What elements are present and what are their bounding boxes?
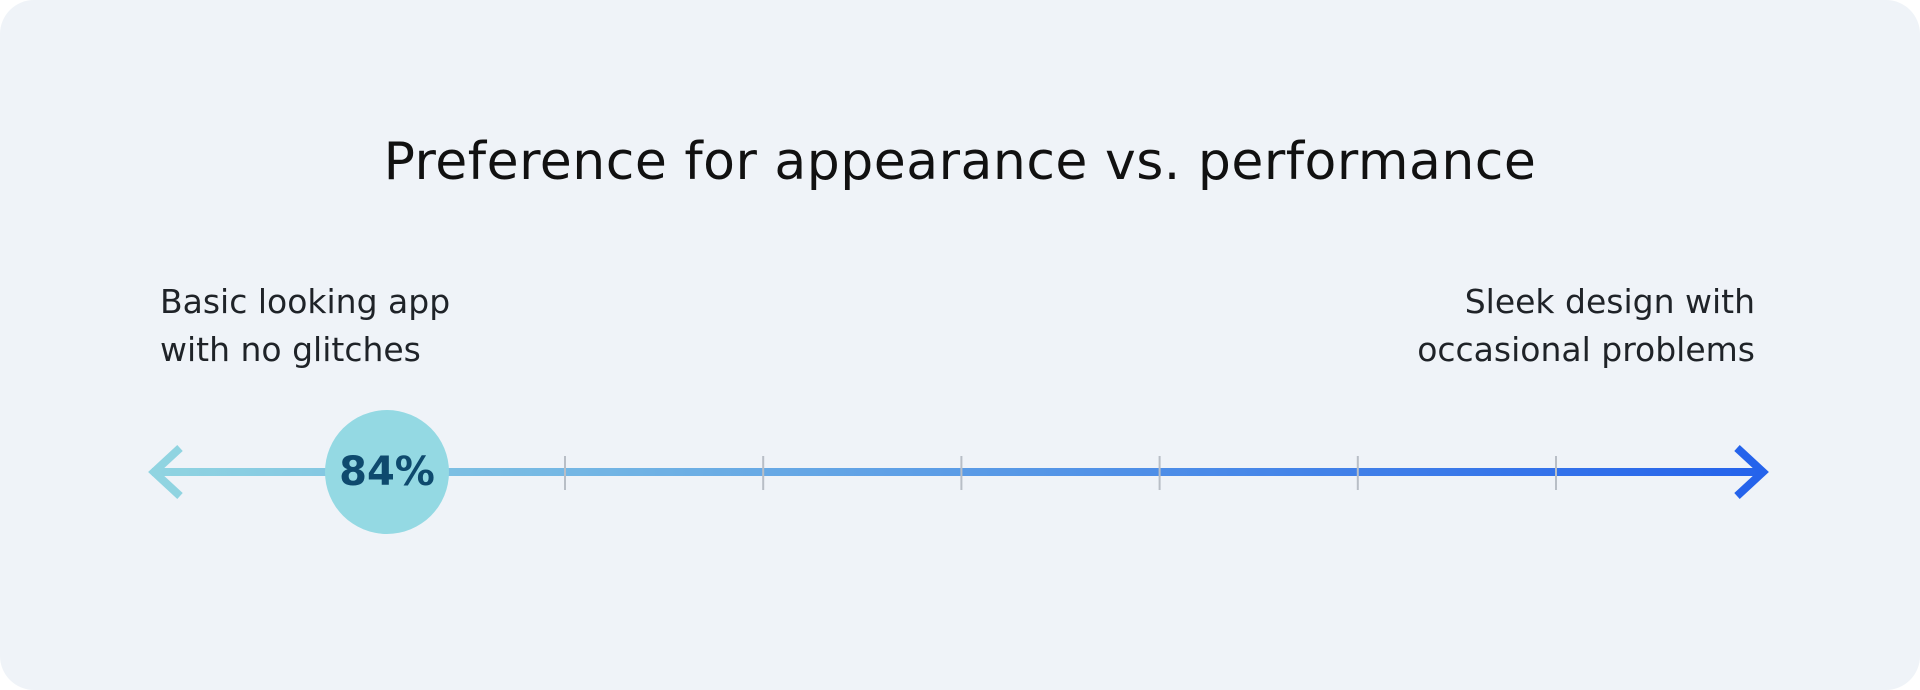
- marker-value: 84%: [339, 449, 435, 495]
- marker-circle: [325, 410, 449, 534]
- left-label-line2: with no glitches: [160, 330, 421, 369]
- right-pole-label: Sleek design with occasional problems: [1417, 278, 1755, 374]
- left-label-line1: Basic looking app: [160, 282, 451, 321]
- right-arrow-icon: [1734, 445, 1769, 499]
- right-label-line1: Sleek design with: [1464, 282, 1755, 321]
- diagram-title: Preference for appearance vs. performanc…: [383, 132, 1537, 192]
- left-arrow-icon: [148, 445, 183, 499]
- right-label-line2: occasional problems: [1417, 330, 1755, 369]
- left-pole-label: Basic looking app with no glitches: [160, 278, 450, 374]
